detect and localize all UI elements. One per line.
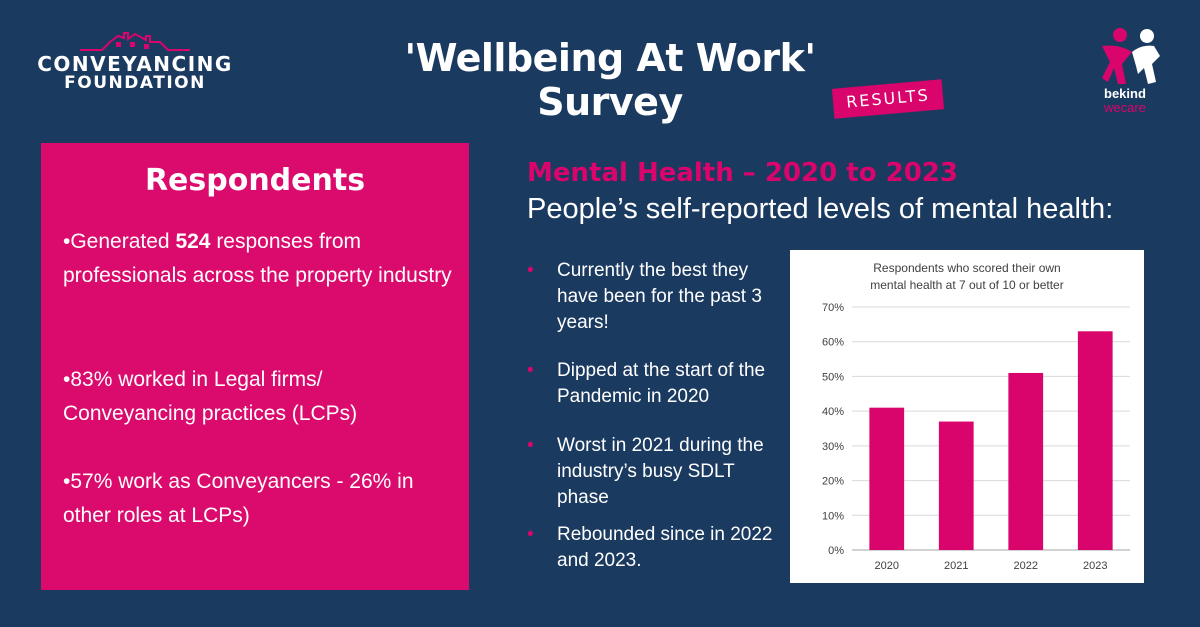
chart-title-line-1: Respondents who scored their own [873, 261, 1060, 275]
bullet-dot-icon: • [527, 360, 534, 381]
y-tick-label: 10% [822, 510, 844, 522]
chart-title-line-2: mental health at 7 out of 10 or better [870, 278, 1063, 292]
bullet-item: • Worst in 2021 during the industry’s bu… [527, 433, 777, 511]
y-tick-label: 30% [822, 441, 844, 453]
x-tick-label: 2023 [1083, 560, 1107, 572]
bar-2022 [1008, 372, 1044, 550]
bullet-dot-icon: • [527, 524, 534, 545]
bullet-item: • Currently the best they have been for … [527, 258, 777, 336]
bullet-item: • Rebounded since in 2022 and 2023. [527, 522, 777, 574]
chart-panel: Respondents who scored their own mental … [790, 250, 1144, 583]
bar-2021 [938, 421, 974, 550]
bullet-text: Dipped at the start of the Pandemic in 2… [557, 360, 766, 407]
x-tick-label: 2020 [875, 560, 899, 572]
x-tick-label: 2021 [944, 560, 968, 572]
respondents-item-text: •Generated [63, 230, 176, 253]
bar-chart: Respondents who scored their own mental … [822, 261, 1130, 572]
conveyancing-foundation-logo: CONVEYANCING FOUNDATION [30, 30, 240, 94]
y-tick-label: 50% [822, 371, 844, 383]
y-tick-label: 70% [822, 302, 844, 314]
y-tick-label: 0% [828, 545, 844, 557]
house-icon [80, 32, 190, 51]
bullet-text: Rebounded since in 2022 and 2023. [557, 524, 773, 571]
respondents-item: •83% worked in Legal firms/ Conveyancing… [63, 363, 453, 431]
respondents-item-text: •83% worked in Legal firms/ Conveyancing… [63, 368, 358, 425]
respondents-title: Respondents [144, 163, 366, 198]
logo-line-2: FOUNDATION [64, 73, 206, 93]
page-title: 'Wellbeing At Work' Survey [404, 36, 816, 124]
mental-health-title: Mental Health – 2020 to 2023 [527, 158, 958, 188]
bar-2023 [1077, 331, 1113, 550]
respondents-item-text: •57% work as Conveyancers - 26% in other… [63, 470, 414, 527]
bullet-dot-icon: • [527, 260, 534, 281]
respondents-item: •57% work as Conveyancers - 26% in other… [63, 465, 453, 533]
respondents-count: 524 [175, 230, 211, 253]
bekind-wecare-logo: bekind wecare [1092, 26, 1172, 122]
mental-health-subtitle: People’s self-reported levels of mental … [527, 193, 1114, 225]
respondents-item: •Generated 524 responses from profession… [63, 225, 453, 293]
logo-bekind-text: bekind [1104, 86, 1146, 101]
y-tick-label: 60% [822, 337, 844, 349]
people-hug-icon [1102, 28, 1160, 84]
y-tick-label: 40% [822, 406, 844, 418]
logo-wecare-text: wecare [1104, 100, 1146, 115]
bullet-dot-icon: • [527, 435, 534, 456]
bullet-item: • Dipped at the start of the Pandemic in… [527, 358, 777, 410]
bullet-text: Currently the best they have been for th… [557, 260, 762, 333]
bullet-text: Worst in 2021 during the industry’s busy… [557, 435, 764, 508]
logo-line-1: CONVEYANCING [37, 52, 233, 76]
x-tick-label: 2022 [1014, 560, 1038, 572]
respondents-item-text: responses from professionals across the … [63, 230, 452, 287]
respondents-panel: Respondents •Generated 524 responses fro… [41, 143, 469, 590]
bar-2020 [869, 407, 905, 550]
y-tick-label: 20% [822, 476, 844, 488]
